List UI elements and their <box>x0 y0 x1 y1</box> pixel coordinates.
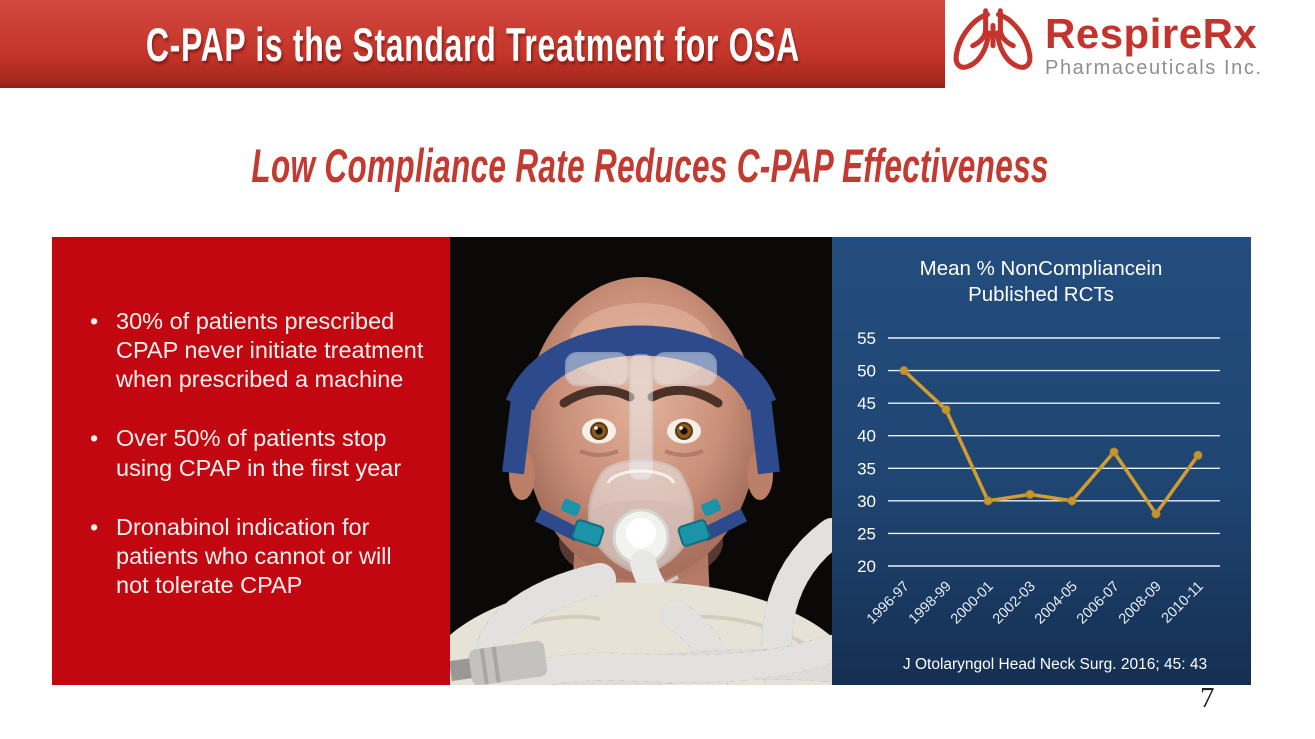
bullet-item: Dronabinol indication for patients who c… <box>82 513 424 600</box>
slide-subtitle: Low Compliance Rate Reduces C-PAP Effect… <box>251 139 1049 192</box>
trend-line <box>902 369 1200 516</box>
title-banner: C-PAP is the Standard Treatment for OSA <box>0 0 945 88</box>
data-point <box>941 405 951 415</box>
y-axis-label: 30 <box>857 492 876 511</box>
x-axis-label: 2000-01 <box>948 579 997 628</box>
x-axis-label: 2008-09 <box>1116 579 1165 628</box>
data-point <box>1025 489 1035 499</box>
chart-title: Mean % NonCompliancein <box>920 257 1163 280</box>
cpap-mask-clips <box>534 498 748 547</box>
data-point <box>1109 447 1119 457</box>
data-point <box>983 496 993 506</box>
cpap-patient-photo <box>449 237 847 700</box>
bullet-list: 30% of patients prescribed CPAP never in… <box>52 307 450 600</box>
y-axis-label: 55 <box>857 329 876 348</box>
y-axis-label: 20 <box>857 557 876 576</box>
y-axis-label: 50 <box>857 362 876 381</box>
x-axis-label: 2006-07 <box>1074 579 1123 628</box>
slide-title: C-PAP is the Standard Treatment for OSA <box>145 17 800 71</box>
data-point <box>1151 509 1161 519</box>
page-number: 7 <box>1200 682 1215 714</box>
bullet-item: 30% of patients prescribed CPAP never in… <box>82 307 424 394</box>
hose-connector <box>449 640 548 686</box>
patient-eyes <box>579 418 704 457</box>
subtitle-row: Low Compliance Rate Reduces C-PAP Effect… <box>0 140 1300 192</box>
cpap-hoses <box>475 518 847 700</box>
x-axis-label: 2010-11 <box>1159 579 1207 627</box>
chart-panel: Mean % NonCompliancein Published RCTs 55 50… <box>832 237 1251 685</box>
data-point <box>1067 496 1077 506</box>
y-axis-label: 35 <box>857 459 876 478</box>
y-axis-label: 40 <box>857 427 876 446</box>
logo-name: RespireRx <box>1045 9 1258 57</box>
x-axis-label: 1998-99 <box>906 579 955 628</box>
noncompliance-line-chart: Mean % NonCompliancein Published RCTs 55 50… <box>857 257 1220 673</box>
x-axis-label: 1996-97 <box>864 579 913 628</box>
cpap-patient-illustration <box>449 237 847 700</box>
cpap-headgear-strap <box>502 325 780 475</box>
bullet-panel: 30% of patients prescribed CPAP never in… <box>52 237 450 685</box>
x-axis-label: 2004-05 <box>1032 579 1081 628</box>
eyebrow-left <box>559 385 635 408</box>
logo-text: RespireRx Pharmaceuticals Inc. <box>1045 9 1263 79</box>
eyebrow-right <box>647 385 723 408</box>
y-axis-label: 45 <box>857 394 876 413</box>
bullet-item: Over 50% of patients stop using CPAP in … <box>82 424 424 482</box>
chart-title: Published RCTs <box>968 283 1114 306</box>
data-point <box>899 366 909 376</box>
data-point <box>1193 450 1203 460</box>
x-axis-label: 2002-03 <box>990 579 1039 628</box>
company-logo: RespireRx Pharmaceuticals Inc. <box>947 4 1309 86</box>
chart-citation: J Otolaryngol Head Neck Surg. 2016; 45: … <box>903 656 1207 673</box>
logo-tagline: Pharmaceuticals Inc. <box>1045 56 1263 79</box>
lungs-icon <box>947 5 1039 86</box>
y-axis-label: 25 <box>857 524 876 543</box>
